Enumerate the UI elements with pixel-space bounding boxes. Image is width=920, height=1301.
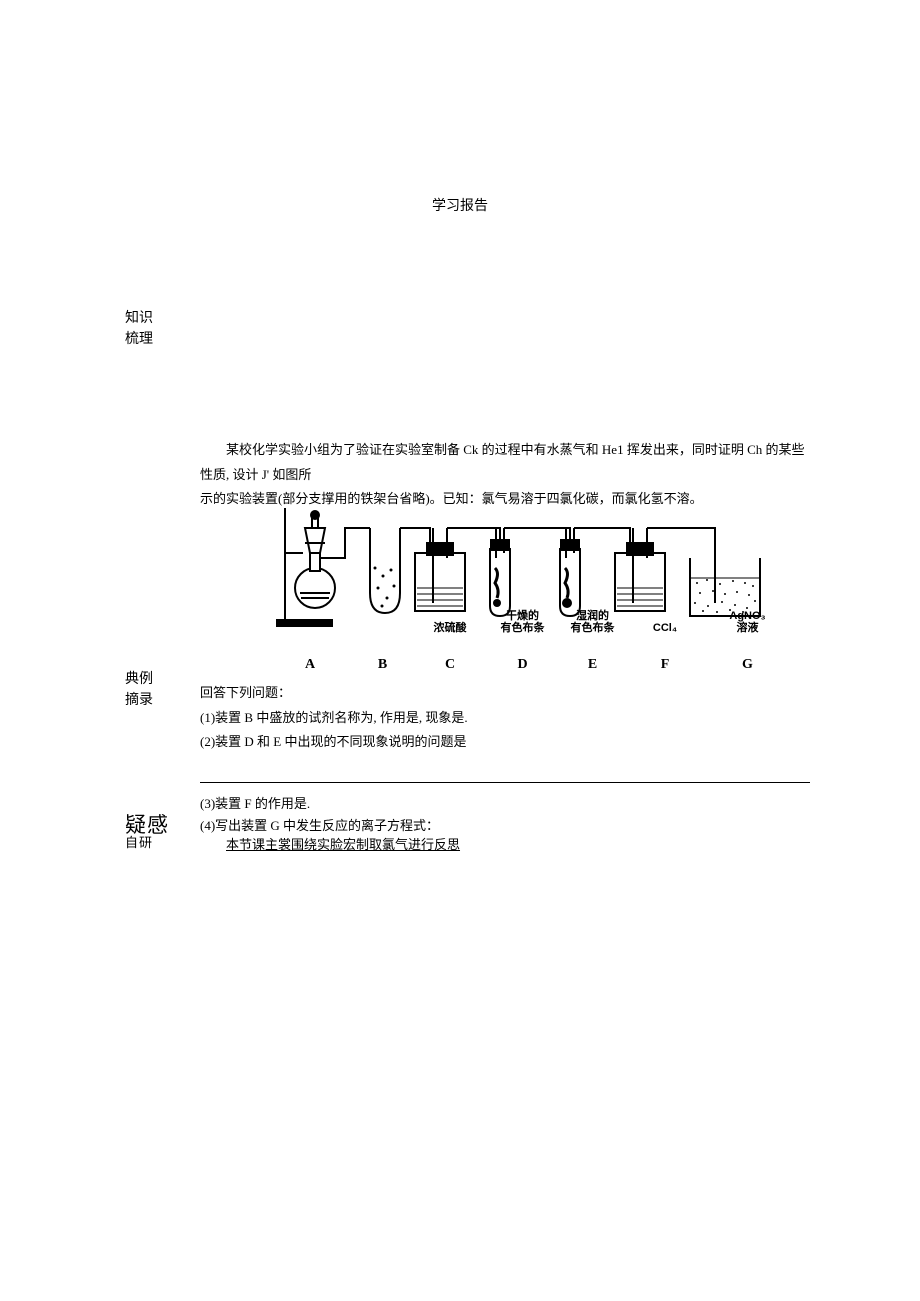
letter-F: F <box>635 657 695 673</box>
letter-B: B <box>360 657 405 673</box>
yigan-big: 疑感 <box>125 814 169 836</box>
caption-F: CCl₄ <box>653 622 677 635</box>
letter-C: C <box>420 657 480 673</box>
divider-line <box>200 782 810 783</box>
q2: (2)装置 D 和 E 中出现的不同现象说明的问题是 <box>200 730 810 755</box>
letter-A: A <box>275 657 345 673</box>
section-label-zhishi: 知识 梳理 <box>125 308 153 350</box>
page-title: 学习报告 <box>0 195 920 215</box>
caption-E: 湿润的 有色布条 <box>571 610 615 635</box>
intro-line1: 某校化学实验小组为了验证在实验室制备 Ck 的过程中有水蒸气和 He1 挥发出来… <box>200 438 810 487</box>
section-label-dianli: 典例 摘录 <box>125 669 153 711</box>
q1: (1)装置 B 中盛放的试剂名称为, 作用是, 现象是. <box>200 706 810 731</box>
letter-row: A B C D E F G <box>275 657 785 673</box>
caption-D: 干燥的 有色布条 <box>501 610 545 635</box>
yigan-small: 自研 <box>125 836 169 849</box>
reflect-text: 本节课主裳围绕实脸宏制取氯气进行反思 <box>200 837 460 852</box>
caption-row: 浓硫酸 干燥的 有色布条 湿润的 有色布条 CCl₄ AgNO₃ 溶液 <box>275 607 785 635</box>
page: 学习报告 知识 梳理 典例 摘录 疑感 自研 某校化学实验小组为了验证在实验室制… <box>0 0 920 1301</box>
section-label-yigan: 疑感 自研 <box>125 814 169 849</box>
q3: (3)装置 F 的作用是. <box>200 792 810 817</box>
letter-E: E <box>565 657 620 673</box>
q-lead: 回答下列问题： <box>200 681 810 706</box>
reflect-line: 本节课主裳围绕实脸宏制取氯气进行反思 <box>200 833 810 858</box>
caption-C: 浓硫酸 <box>434 622 467 635</box>
letter-G: G <box>710 657 785 673</box>
caption-G: AgNO₃ 溶液 <box>729 610 765 635</box>
apparatus-diagram: 浓硫酸 干燥的 有色布条 湿润的 有色布条 CCl₄ AgNO₃ 溶液 A B … <box>275 498 785 673</box>
questions-block: 回答下列问题： (1)装置 B 中盛放的试剂名称为, 作用是, 现象是. (2)… <box>200 681 810 755</box>
letter-D: D <box>495 657 550 673</box>
